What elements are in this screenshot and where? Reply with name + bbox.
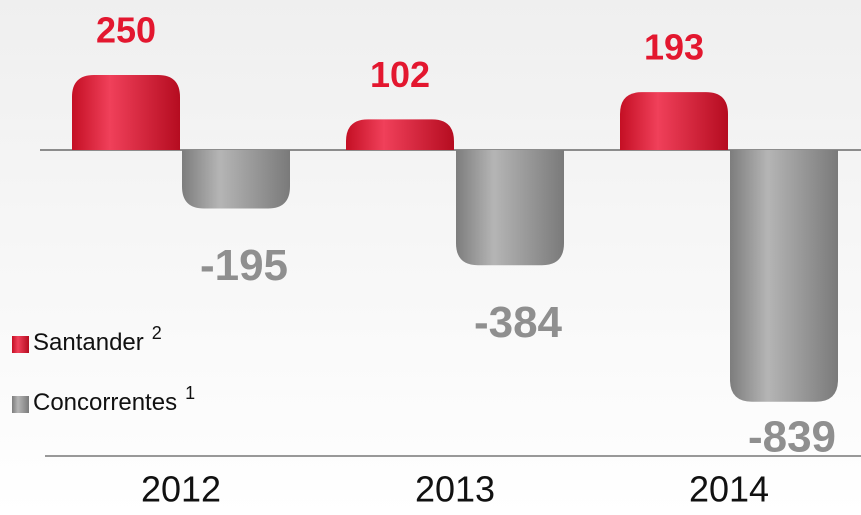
- data-label: -839: [748, 412, 836, 461]
- bar: [456, 150, 564, 266]
- bar: [182, 150, 290, 209]
- data-label: 250: [96, 10, 156, 51]
- data-label: -195: [200, 241, 288, 290]
- legend-label: Concorrentes 1: [33, 383, 195, 417]
- legend-footnote: 1: [185, 383, 195, 403]
- bar: [730, 150, 838, 402]
- legend-name: Santander: [33, 329, 144, 356]
- legend-name: Concorrentes: [33, 389, 177, 416]
- data-label: 193: [644, 27, 704, 68]
- legend: Santander 2 Concorrentes 1: [12, 323, 195, 417]
- legend-label: Santander 2: [33, 323, 162, 357]
- bar: [72, 75, 180, 150]
- x-tick-label: 2012: [141, 469, 221, 510]
- data-label: 102: [370, 54, 430, 95]
- legend-swatch: [12, 336, 29, 353]
- legend-swatch: [12, 396, 29, 413]
- data-label: -384: [474, 298, 563, 347]
- bar: [346, 119, 454, 150]
- x-tick-label: 2014: [689, 469, 769, 510]
- bar: [620, 92, 728, 150]
- x-tick-label: 2013: [415, 469, 495, 510]
- legend-footnote: 2: [152, 323, 162, 343]
